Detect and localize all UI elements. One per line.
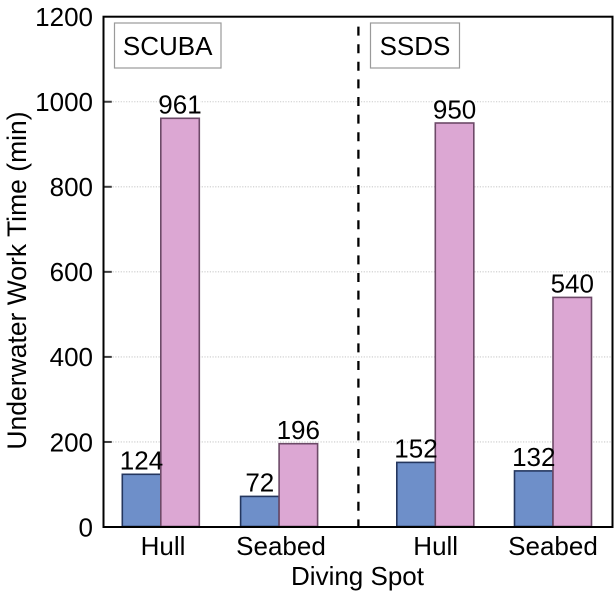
svg-text:132: 132: [512, 442, 555, 472]
svg-text:Underwater Work Time (min): Underwater Work Time (min): [2, 111, 32, 449]
svg-text:SSDS: SSDS: [380, 31, 451, 61]
svg-text:152: 152: [394, 434, 437, 464]
svg-text:Seabed: Seabed: [236, 531, 326, 561]
svg-text:72: 72: [245, 468, 274, 498]
svg-text:200: 200: [50, 427, 93, 457]
svg-text:1200: 1200: [35, 2, 93, 32]
svg-text:Hull: Hull: [413, 531, 458, 561]
svg-text:Seabed: Seabed: [508, 531, 598, 561]
svg-text:961: 961: [158, 90, 201, 120]
svg-text:1000: 1000: [35, 87, 93, 117]
svg-text:196: 196: [277, 415, 320, 445]
svg-text:400: 400: [50, 342, 93, 372]
svg-text:124: 124: [120, 446, 163, 476]
svg-text:SCUBA: SCUBA: [123, 31, 213, 61]
svg-text:Hull: Hull: [141, 531, 186, 561]
svg-text:950: 950: [433, 95, 476, 125]
svg-text:600: 600: [50, 257, 93, 287]
svg-text:800: 800: [50, 172, 93, 202]
svg-text:Diving Spot: Diving Spot: [291, 561, 425, 591]
svg-text:0: 0: [79, 512, 93, 542]
svg-text:540: 540: [551, 269, 594, 299]
